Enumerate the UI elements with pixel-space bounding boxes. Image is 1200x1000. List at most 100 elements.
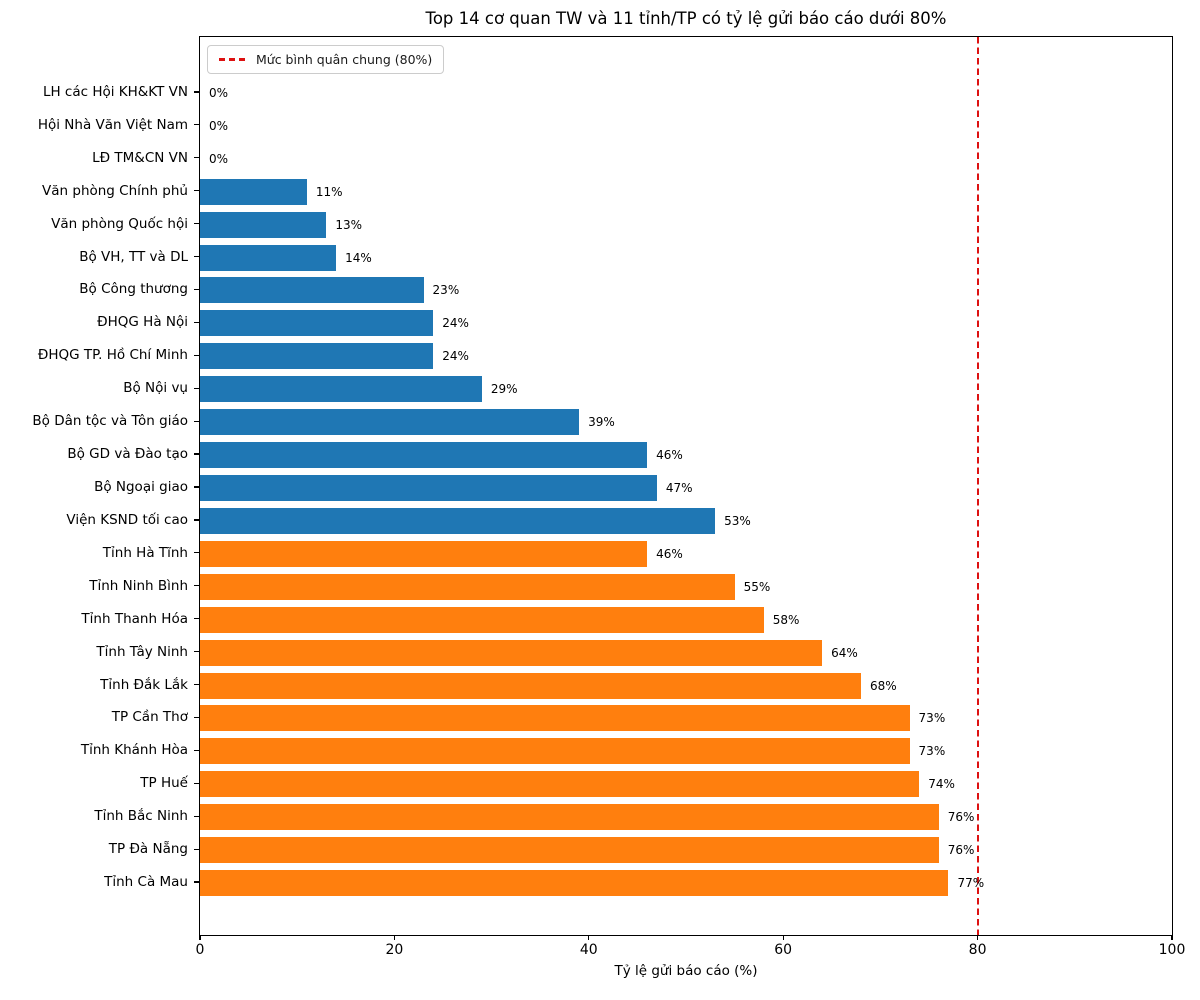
bar-value-label: 53%	[724, 513, 751, 528]
legend-label: Mức bình quân chung (80%)	[256, 52, 433, 67]
bar-value-label: 0%	[209, 151, 229, 166]
y-axis-label: TP Đà Nẵng	[108, 841, 188, 858]
y-axis-label: Tỉnh Tây Ninh	[96, 643, 188, 660]
y-tick-mark	[194, 157, 199, 159]
y-tick-mark	[194, 223, 199, 225]
y-tick-mark	[194, 387, 199, 389]
y-tick-mark	[194, 486, 199, 488]
average-reference-line	[976, 37, 979, 935]
y-tick-mark	[194, 618, 199, 620]
y-tick-mark	[194, 552, 199, 554]
y-axis-label: TP Huế	[140, 775, 188, 792]
bar-value-label: 76%	[947, 843, 975, 858]
y-tick-mark	[194, 716, 199, 719]
x-tick-label: 100	[1158, 942, 1186, 958]
bar-value-label: 24%	[442, 316, 469, 331]
x-tick-mark	[782, 935, 784, 940]
bar-central_agency	[200, 310, 434, 337]
y-tick-mark	[194, 124, 199, 126]
y-axis-label: Tỉnh Thanh Hóa	[81, 610, 188, 627]
y-tick-mark	[194, 815, 199, 817]
y-axis-label: ĐHQG TP. Hồ Chí Minh	[37, 347, 188, 364]
y-tick-mark	[194, 91, 199, 93]
chart-title: Top 14 cơ quan TW và 11 tỉnh/TP có tỷ lệ…	[425, 9, 947, 28]
x-tick-label: 40	[579, 942, 598, 958]
bar-province	[200, 738, 910, 765]
bar-province	[200, 639, 823, 666]
bar-province	[200, 573, 735, 600]
y-axis-label: Tỉnh Ninh Bình	[89, 577, 188, 594]
y-tick-mark	[194, 519, 199, 521]
bar-province	[200, 870, 949, 897]
bar-province	[200, 771, 920, 798]
bar-central_agency	[200, 178, 307, 205]
x-tick-mark	[588, 935, 590, 940]
bar-value-label: 29%	[490, 382, 518, 397]
y-axis-label: Văn phòng Chính phủ	[42, 182, 188, 199]
bar-central_agency	[200, 277, 424, 304]
bar-value-label: 39%	[588, 415, 615, 430]
bar-province	[200, 837, 939, 864]
bar-value-label: 73%	[918, 744, 946, 759]
bar-value-label: 13%	[335, 217, 363, 232]
y-axis-label: Tỉnh Đắk Lắk	[100, 676, 188, 693]
y-tick-mark	[194, 453, 199, 455]
bar-value-label: 11%	[315, 184, 343, 199]
bar-value-label: 14%	[345, 250, 372, 265]
y-tick-mark	[194, 354, 199, 356]
bar-value-label: 47%	[665, 481, 693, 495]
legend-dashed-line-icon	[219, 58, 246, 61]
y-axis-label: ĐHQG Hà Nội	[97, 314, 188, 331]
bar-province	[200, 672, 861, 699]
bar-value-label: 0%	[209, 118, 229, 133]
y-tick-mark	[194, 683, 199, 686]
bar-value-label: 55%	[743, 579, 771, 594]
y-axis-label: Tỉnh Bắc Ninh	[94, 808, 188, 825]
y-axis-label: Tỉnh Cà Mau	[104, 874, 188, 891]
y-axis-label: Văn phòng Quốc hội	[51, 215, 188, 232]
bar-value-label: 24%	[442, 349, 469, 364]
x-tick-mark	[199, 935, 201, 940]
bar-central_agency	[200, 475, 657, 501]
x-tick-label: 0	[195, 942, 205, 958]
bar-province	[200, 606, 764, 633]
bar-value-label: 0%	[209, 85, 229, 100]
bar-value-label: 23%	[432, 283, 460, 298]
bar-province	[200, 804, 939, 831]
y-axis-label: LH các Hội KH&KT VN	[42, 83, 188, 100]
x-tick-mark	[1171, 935, 1173, 940]
y-axis-label: Tỉnh Hà Tĩnh	[102, 544, 188, 561]
y-tick-mark	[194, 782, 199, 784]
x-tick-label: 60	[774, 942, 793, 958]
bar-central_agency	[200, 343, 434, 370]
x-tick-label: 80	[968, 942, 987, 958]
y-tick-mark	[194, 190, 199, 192]
bar-value-label: 46%	[656, 546, 683, 561]
bar-province	[200, 705, 910, 732]
y-axis-label: Hội Nhà Văn Việt Nam	[37, 116, 188, 133]
y-tick-mark	[194, 585, 199, 587]
x-tick-mark	[977, 935, 979, 940]
y-tick-mark	[194, 288, 199, 291]
y-tick-mark	[194, 749, 199, 751]
y-tick-mark	[194, 881, 199, 883]
bar-value-label: 74%	[928, 777, 955, 792]
y-axis-label: Bộ GD và Đào tạo	[67, 446, 188, 463]
bar-value-label: 68%	[869, 678, 897, 693]
x-tick-mark	[393, 935, 395, 940]
y-axis-label: Bộ Dân tộc và Tôn giáo	[32, 413, 188, 430]
y-tick-mark	[194, 321, 199, 323]
plot-area: Mức bình quân chung (80%) 0% 0% 0% 11% 13% 14…	[199, 36, 1173, 936]
bar-value-label: 77%	[957, 876, 985, 891]
y-axis-label: Viện KSND tối cao	[66, 511, 188, 528]
bar-central_agency	[200, 507, 716, 534]
bar-central_agency	[200, 376, 482, 403]
bar-value-label: 46%	[656, 448, 683, 463]
legend: Mức bình quân chung (80%)	[207, 45, 445, 74]
bar-central_agency	[200, 244, 337, 271]
y-tick-mark	[194, 255, 199, 258]
bar-central_agency	[200, 442, 648, 469]
y-axis-label: TP Cần Thơ	[111, 709, 188, 726]
y-axis-label: Bộ Ngoại giao	[94, 479, 188, 495]
